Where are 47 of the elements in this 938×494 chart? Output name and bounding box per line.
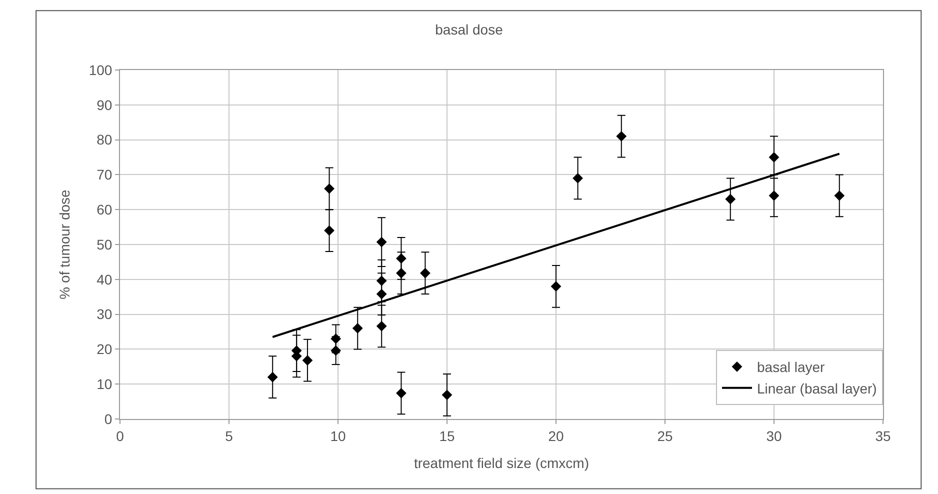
- point: [616, 131, 627, 142]
- point: [302, 355, 313, 366]
- point: [768, 152, 780, 162]
- point: [376, 320, 387, 332]
- point: [834, 190, 845, 201]
- x-tick-label: 35: [875, 428, 891, 444]
- point: [330, 334, 342, 344]
- y-tick-label: 50: [96, 236, 112, 252]
- point: [396, 268, 406, 278]
- x-axis-title: treatment field size (cmxcm): [414, 455, 590, 472]
- y-tick-label: 40: [96, 271, 112, 288]
- point: [330, 345, 342, 356]
- point: [768, 190, 780, 201]
- y-tick-label: 10: [96, 376, 112, 392]
- y-tick-label: 60: [96, 202, 112, 218]
- x-tick-label: 10: [330, 428, 346, 444]
- point: [550, 281, 562, 292]
- x-tick-label: 15: [439, 428, 455, 444]
- y-tick-label: 0: [104, 410, 112, 427]
- y-tick-label: 100: [88, 62, 112, 78]
- point: [396, 388, 406, 398]
- point: [267, 372, 278, 382]
- point: [352, 323, 363, 334]
- point: [442, 390, 452, 400]
- point: [725, 194, 736, 204]
- point: [324, 183, 334, 194]
- x-tick-label: 30: [766, 428, 782, 444]
- point: [420, 268, 430, 278]
- x-tick-label: 20: [548, 428, 564, 444]
- x-tick-label: 5: [225, 428, 234, 444]
- x-tick-label: 25: [657, 428, 673, 444]
- y-tick-label: 70: [96, 166, 112, 183]
- legend-label: basal layer: [757, 359, 826, 376]
- y-tick-label: 90: [96, 96, 112, 113]
- point: [396, 253, 406, 264]
- point: [376, 276, 387, 286]
- x-tick-label: 0: [116, 428, 124, 444]
- y-tick-label: 30: [96, 306, 112, 322]
- y-tick-label: 80: [96, 132, 112, 148]
- point: [572, 172, 583, 184]
- point: [376, 236, 387, 248]
- point: [324, 225, 334, 236]
- chart-title: basal dose: [435, 22, 504, 38]
- legend-label: Linear (basal layer): [757, 380, 877, 396]
- y-axis-title: % of tumour dose: [56, 189, 72, 300]
- y-tick-label: 20: [96, 341, 112, 358]
- point: [376, 288, 387, 300]
